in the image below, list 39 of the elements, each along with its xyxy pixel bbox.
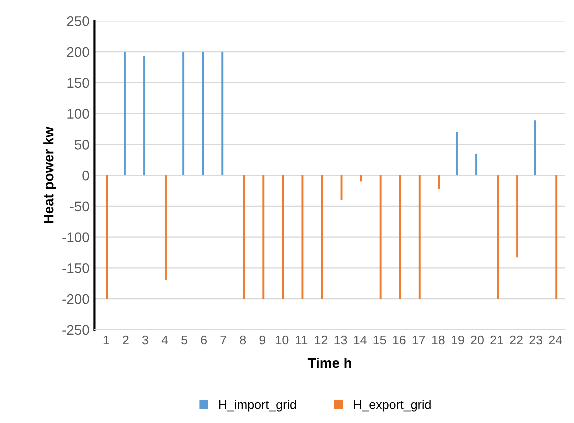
y-tick-label: -200 bbox=[62, 294, 90, 304]
x-tick-label: 18 bbox=[432, 336, 445, 345]
x-tick-label: 23 bbox=[530, 336, 542, 345]
y-tick-label: 250 bbox=[67, 16, 90, 26]
x-tick-label: 24 bbox=[549, 336, 562, 345]
y-tick-label: 0 bbox=[82, 170, 90, 181]
legend-label: H_export_grid bbox=[354, 400, 431, 412]
x-tick-label: 12 bbox=[315, 336, 328, 345]
x-tick-label: 1 bbox=[104, 336, 110, 345]
y-tick-label: 200 bbox=[67, 47, 90, 58]
y-tick-label: 100 bbox=[68, 109, 90, 119]
y-tick-label: -50 bbox=[70, 202, 90, 212]
y-tick-label: -100 bbox=[62, 232, 90, 242]
x-tick-label: 5 bbox=[182, 336, 188, 345]
x-tick-label: 2 bbox=[123, 336, 129, 345]
x-tick-label: 9 bbox=[260, 336, 266, 345]
x-tick-label: 7 bbox=[220, 336, 226, 345]
y-axis-title: Heat power kw bbox=[44, 126, 56, 224]
x-tick-label: 19 bbox=[452, 336, 464, 345]
x-axis-title: Time h bbox=[308, 358, 352, 368]
y-tick-label: 150 bbox=[68, 78, 90, 88]
x-tick-label: 11 bbox=[296, 336, 308, 345]
x-tick-label: 21 bbox=[490, 336, 504, 345]
x-tick-label: 14 bbox=[354, 336, 367, 345]
x-tick-label: 22 bbox=[510, 336, 523, 345]
x-tick-label: 16 bbox=[393, 336, 406, 345]
x-tick-label: 3 bbox=[142, 336, 148, 345]
y-tick-label: 50 bbox=[74, 140, 90, 150]
x-tick-label: 20 bbox=[471, 336, 484, 345]
x-tick-label: 8 bbox=[240, 336, 246, 345]
x-tick-label: 10 bbox=[276, 336, 289, 345]
legend-label: H_import_grid bbox=[219, 400, 296, 412]
x-tick-label: 17 bbox=[412, 336, 426, 345]
x-tick-label: 4 bbox=[162, 336, 168, 345]
x-tick-label: 13 bbox=[334, 336, 348, 345]
x-tick-label: 15 bbox=[374, 336, 386, 345]
y-tick-label: -150 bbox=[62, 264, 90, 274]
x-tick-label: 6 bbox=[201, 336, 208, 345]
y-tick-label: -250 bbox=[62, 325, 90, 336]
